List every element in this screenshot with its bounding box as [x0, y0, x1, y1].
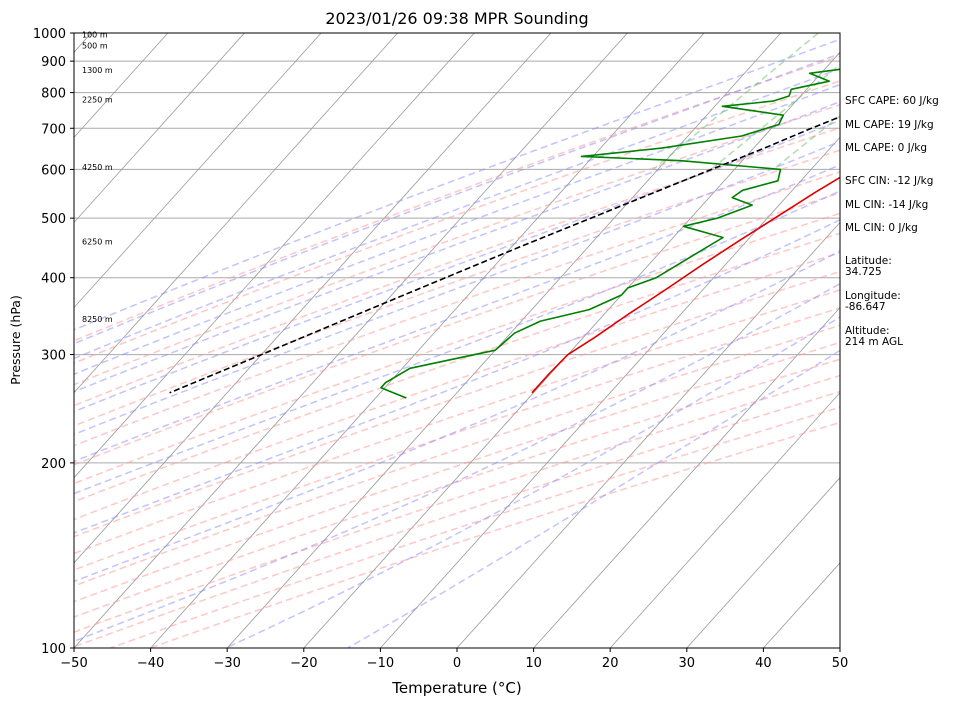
x-tick-label: 0 [453, 656, 461, 671]
moist-adiabat-line [74, 164, 840, 463]
dry-adiabat-line [74, 270, 840, 538]
x-tick-label: −40 [137, 656, 164, 671]
y-tick-label: 400 [41, 272, 66, 287]
height-label: 6250 m [82, 238, 113, 247]
height-label: 1300 m [82, 66, 113, 75]
x-tick-label: −50 [60, 656, 87, 671]
ml-cin-text-2: ML CIN: 0 J/kg [845, 222, 918, 234]
dry-adiabat-line [74, 324, 840, 587]
y-tick-label: 100 [41, 642, 66, 657]
dry-adiabat-line [74, 127, 840, 407]
temperature-profile-line [531, 176, 840, 394]
y-axis-ticks: 100 200 300 400 500 600 700 800 900 1000 [33, 27, 74, 657]
dry-adiabat-line [110, 406, 840, 648]
isotherm-line [303, 51, 840, 648]
y-tick-label: 300 [41, 349, 66, 364]
moist-adiabat-line [74, 100, 840, 393]
ml-cin-text: ML CIN: -14 J/kg [845, 199, 928, 211]
altitude-label: Altitude: [845, 325, 890, 337]
sounding-profiles [169, 68, 840, 399]
moist-adiabat-line [347, 349, 840, 648]
isotherm-line [226, 33, 781, 648]
moist-adiabat-line [74, 250, 840, 583]
plot-frame [73, 32, 841, 649]
y-axis-label: Pressure (hPa) [8, 295, 23, 385]
dry-adiabat-line [74, 251, 840, 521]
dry-adiabat-line [74, 232, 840, 503]
moist-adiabat-line [74, 218, 840, 534]
y-tick-label: 1000 [33, 27, 66, 42]
sfc-cape-text: SFC CAPE: 60 J/kg [845, 95, 939, 107]
latitude-value: 34.725 [845, 266, 882, 278]
mixing-ratio-line [652, 33, 819, 170]
moist-adiabat-line [74, 190, 840, 495]
x-tick-label: −10 [367, 656, 394, 671]
longitude-label: Longitude: [845, 290, 901, 302]
altitude-value: 214 m AGL [845, 336, 903, 348]
ml-cape-text-2: ML CAPE: 0 J/kg [845, 142, 927, 154]
moist-adiabat-line [74, 67, 840, 360]
moist-adiabat-line [74, 119, 840, 413]
moist-adiabat-line [225, 316, 840, 648]
dewpoint-profile-line [380, 68, 840, 399]
x-tick-label: 20 [602, 656, 619, 671]
isotherm-line [609, 392, 840, 648]
x-tick-label: 40 [755, 656, 772, 671]
moist-adiabat-line [74, 83, 840, 376]
isotherm-line [380, 136, 840, 648]
x-axis-ticks: −50 −40 −30 −20 −10 0 10 20 30 40 50 [60, 648, 848, 671]
height-labels: 100 m 500 m 1300 m 2250 m 4250 m 6250 m 8250 m [82, 30, 113, 323]
x-tick-label: 50 [832, 656, 849, 671]
x-axis-label: Temperature (°C) [391, 679, 521, 697]
height-label: 2250 m [82, 95, 113, 104]
mixing-ratio-line [710, 63, 840, 170]
moist-adiabat-line [74, 140, 840, 436]
parcel-profile-line [169, 115, 840, 394]
y-tick-label: 900 [41, 55, 66, 70]
y-tick-label: 500 [41, 212, 66, 227]
dry-adiabat-line [74, 55, 840, 342]
isotherm-line [74, 33, 398, 394]
isotherm-line [74, 33, 475, 479]
height-label: 100 m [82, 30, 108, 39]
height-label: 4250 m [82, 163, 113, 172]
dry-adiabat-line [74, 390, 840, 648]
chart-title: 2023/01/26 09:38 MPR Sounding [325, 9, 588, 28]
isotherm-line [456, 221, 840, 648]
x-tick-label: −20 [290, 656, 317, 671]
longitude-value: -86.647 [845, 301, 886, 313]
dry-adiabat-line [149, 421, 840, 648]
latitude-label: Latitude: [845, 255, 892, 267]
isotherm-line [533, 306, 840, 648]
y-tick-label: 600 [41, 163, 66, 178]
dry-adiabat-line [74, 307, 840, 571]
height-label: 8250 m [82, 315, 113, 324]
x-tick-label: 30 [679, 656, 696, 671]
moist-adiabat-line [74, 38, 840, 331]
moist-adiabat-line [74, 52, 840, 345]
reference-lines [74, 33, 840, 648]
x-tick-label: 10 [525, 656, 542, 671]
dry-adiabat-line [74, 149, 840, 427]
side-panel: SFC CAPE: 60 J/kg ML CAPE: 19 J/kg ML CA… [845, 95, 939, 348]
dry-adiabat-line [74, 171, 840, 447]
y-tick-label: 200 [41, 457, 66, 472]
dry-adiabat-line [74, 341, 840, 603]
isotherm-line [686, 477, 840, 648]
isotherm-line [74, 33, 322, 309]
x-tick-label: −30 [213, 656, 240, 671]
height-label: 500 m [82, 41, 108, 50]
dry-adiabat-line [74, 374, 840, 633]
y-tick-label: 800 [41, 87, 66, 102]
isotherm-line [150, 33, 705, 648]
ml-cape-text: ML CAPE: 19 J/kg [845, 119, 934, 131]
isotherm-line [74, 33, 245, 224]
isotherm-line [74, 33, 169, 138]
sfc-cin-text: SFC CIN: -12 J/kg [845, 175, 933, 187]
isotherm-line [74, 33, 552, 564]
y-tick-label: 700 [41, 122, 66, 137]
